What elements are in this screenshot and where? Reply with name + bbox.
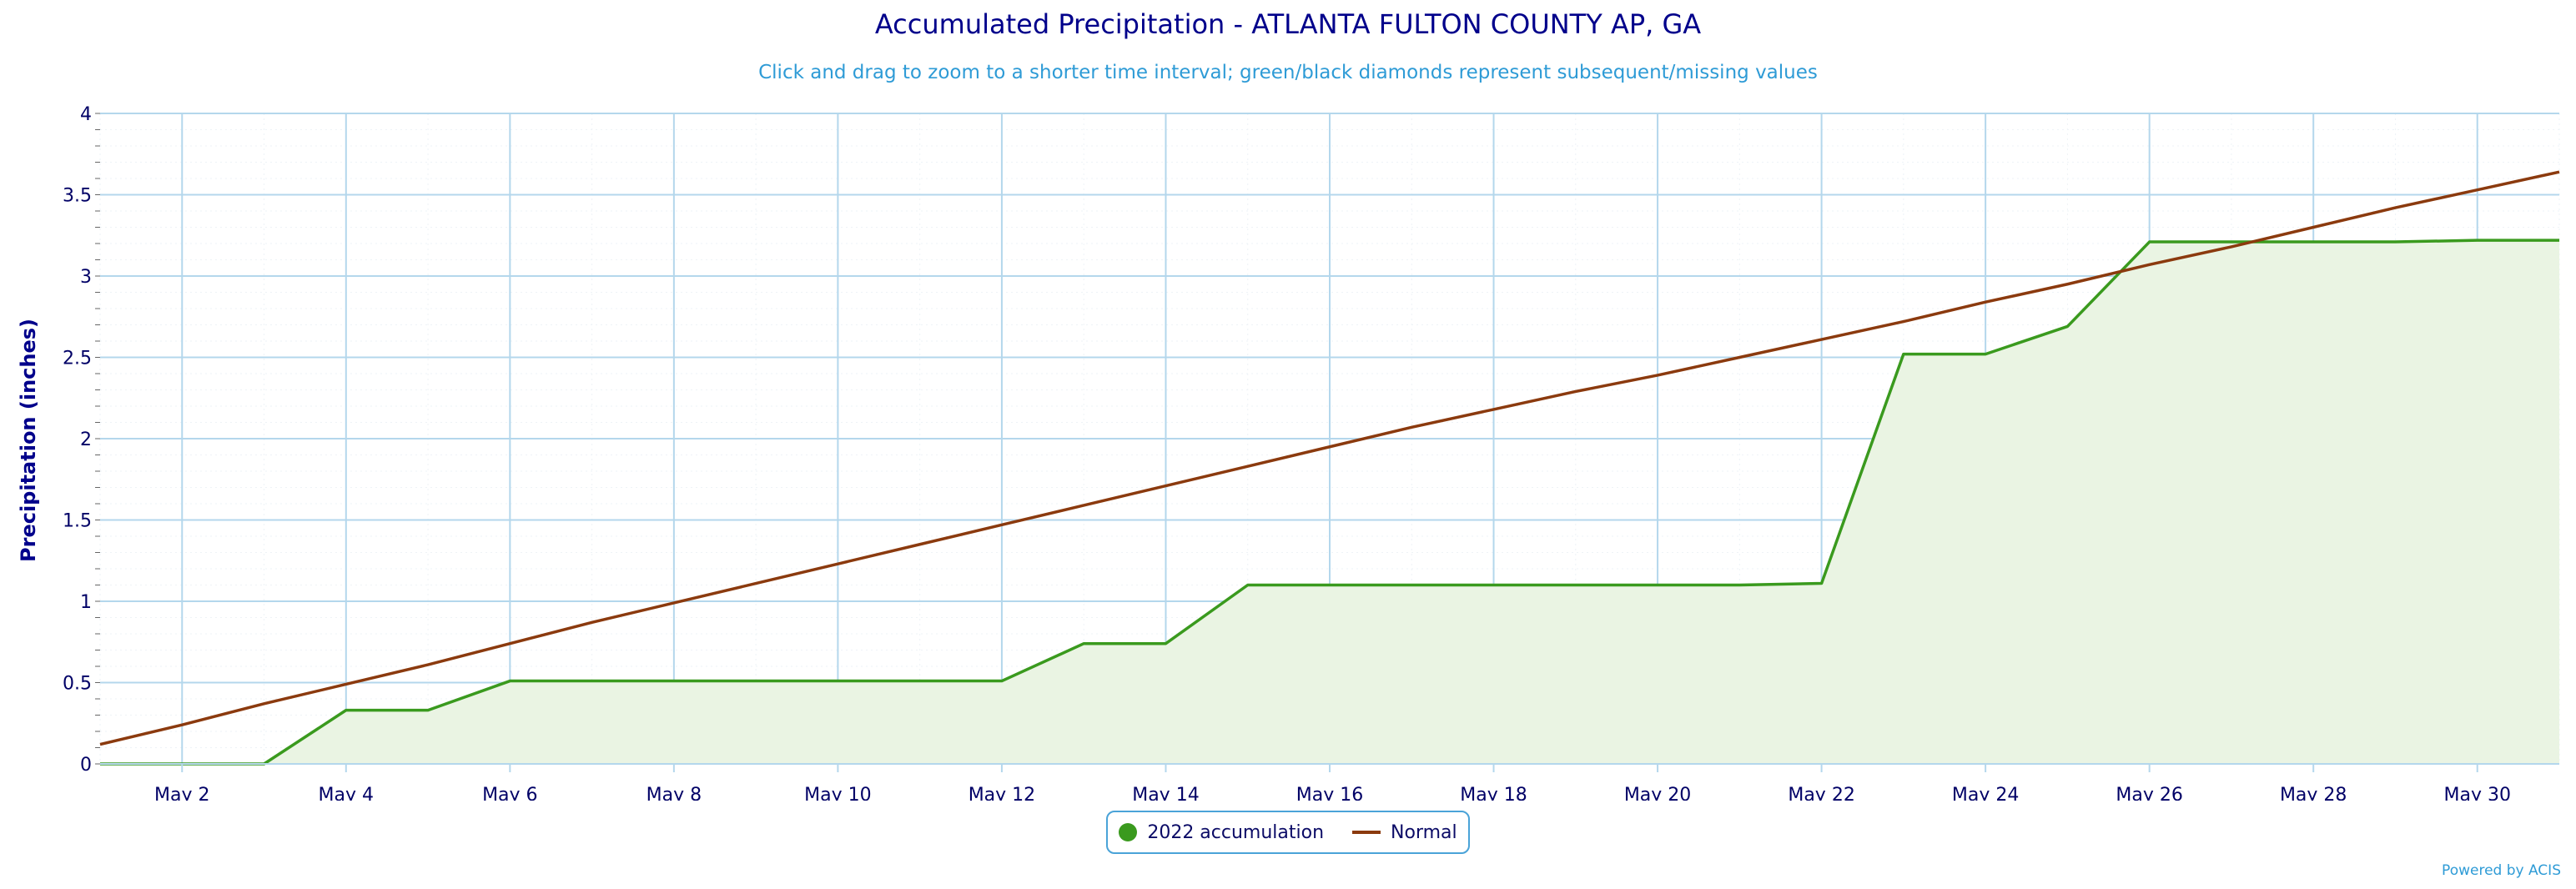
chart-title: Accumulated Precipitation - ATLANTA FULT… (874, 8, 1702, 40)
legend-item-accumulation[interactable]: 2022 accumulation (1119, 822, 1324, 843)
x-tick-label: May 8 (647, 785, 702, 801)
legend-label-accumulation: 2022 accumulation (1147, 821, 1325, 843)
accumulation-area (100, 240, 2559, 765)
chart-subtitle: Click and drag to zoom to a shorter time… (758, 62, 1818, 83)
acis-credit-link[interactable]: Powered by ACIS (2442, 862, 2561, 879)
y-tick-label: 0 (80, 755, 92, 776)
y-tick-label: 3 (80, 267, 92, 288)
legend-item-normal[interactable]: Normal (1352, 822, 1457, 843)
x-tick-label: May 30 (2443, 785, 2510, 801)
y-tick-label: 1 (80, 592, 92, 613)
y-tick-label: 4 (80, 104, 92, 125)
accumulation-area-layer (100, 240, 2559, 765)
series-layer (99, 170, 2560, 766)
y-tick-label: 2.5 (63, 349, 92, 369)
normal-line-icon (1352, 831, 1381, 834)
y-tick-label: 0.5 (63, 674, 92, 695)
x-tick-label: May 28 (2280, 785, 2347, 801)
y-tick-label: 1.5 (63, 511, 92, 532)
x-tick-label: May 18 (1460, 785, 1527, 801)
legend-label-normal: Normal (1391, 821, 1457, 843)
normal-line[interactable] (99, 170, 2560, 746)
x-tick-label: May 26 (2116, 785, 2182, 801)
y-tick-label: 3.5 (63, 186, 92, 207)
accumulation-marker-icon (1119, 823, 1138, 841)
x-tick-label: May 22 (1788, 785, 1854, 801)
y-tick-label: 2 (80, 429, 92, 450)
chart-legend: 2022 accumulation Normal (1106, 811, 1470, 854)
x-tick-label: May 20 (1624, 785, 1691, 801)
precipitation-chart[interactable]: 0 0.5 1 1.5 2 2.5 3 3.5 4 May 2 May 4 May 6 May 8 May… (0, 0, 2576, 801)
x-tick-label: May 4 (319, 785, 374, 801)
y-axis-title: Precipitation (inches) (17, 319, 40, 562)
axes: 0 0.5 1 1.5 2 2.5 3 3.5 4 May 2 May 4 May 6 May 8 May… (63, 104, 2559, 801)
x-tick-label: May 2 (154, 785, 209, 801)
x-tick-label: May 24 (1952, 785, 2019, 801)
x-tick-label: May 12 (969, 785, 1035, 801)
x-tick-label: May 6 (482, 785, 537, 801)
accumulation-line[interactable] (100, 239, 2559, 766)
x-tick-label: May 14 (1132, 785, 1199, 801)
x-tick-label: May 10 (804, 785, 871, 801)
x-tick-label: May 16 (1296, 785, 1363, 801)
